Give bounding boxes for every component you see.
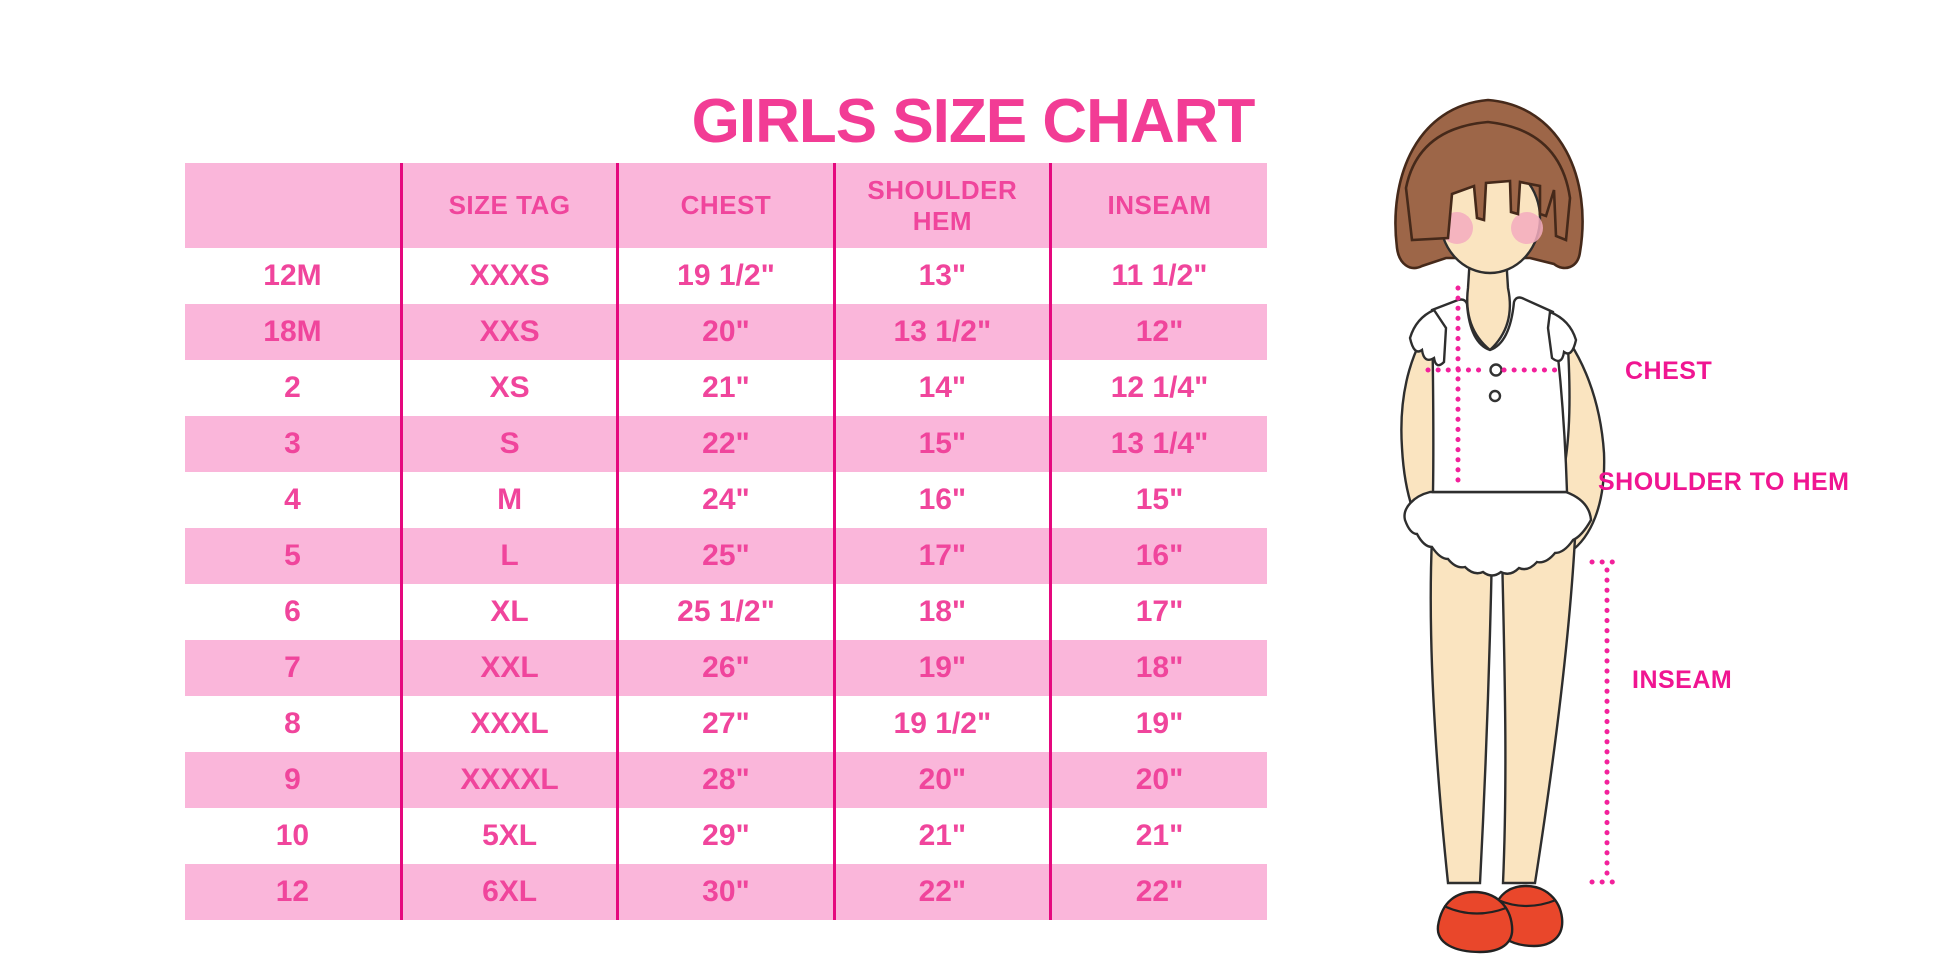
table-cell: S bbox=[399, 416, 618, 472]
table-cell: 5XL bbox=[399, 808, 618, 864]
right-leg bbox=[1500, 536, 1577, 885]
bangs bbox=[1404, 120, 1572, 242]
table-cell: 9 bbox=[185, 752, 402, 808]
table-cell: 21" bbox=[832, 808, 1051, 864]
table-row: 2 XS 21" 14" 12 1/4" bbox=[185, 360, 1267, 416]
table-cell: 13" bbox=[832, 248, 1051, 304]
table-row: 7 XXL 26" 19" 18" bbox=[185, 640, 1267, 696]
table-cell: 16" bbox=[1049, 528, 1267, 584]
table-cell: 24" bbox=[616, 472, 835, 528]
table-row: 3 S 22" 15" 13 1/4" bbox=[185, 416, 1267, 472]
table-row: 4 M 24" 16" 15" bbox=[185, 472, 1267, 528]
table-cell: 5 bbox=[185, 528, 402, 584]
right-shoulder-ruffle bbox=[1546, 310, 1578, 363]
table-cell: 3 bbox=[185, 416, 402, 472]
table-cell: 13 1/2" bbox=[832, 304, 1051, 360]
table-cell: 4 bbox=[185, 472, 402, 528]
table-cell: 29" bbox=[616, 808, 835, 864]
table-cell: 20" bbox=[616, 304, 835, 360]
table-cell: XL bbox=[399, 584, 618, 640]
table-cell: 18" bbox=[832, 584, 1051, 640]
table-cell: 12M bbox=[185, 248, 402, 304]
table-cell: 14" bbox=[832, 360, 1051, 416]
table-cell: 20" bbox=[832, 752, 1051, 808]
header-cell-chest: CHEST bbox=[616, 163, 835, 248]
table-cell: 13 1/4" bbox=[1049, 416, 1267, 472]
header-cell-inseam: INSEAM bbox=[1049, 163, 1267, 248]
table-row: 8 XXXL 27" 19 1/2" 19" bbox=[185, 696, 1267, 752]
table-cell: 22" bbox=[616, 416, 835, 472]
table-cell: XXS bbox=[399, 304, 618, 360]
table-cell: 28" bbox=[616, 752, 835, 808]
table-cell: 30" bbox=[616, 864, 835, 920]
left-shoulder-ruffle bbox=[1408, 308, 1448, 367]
table-cell: M bbox=[399, 472, 618, 528]
table-cell: 6 bbox=[185, 584, 402, 640]
table-cell: XS bbox=[399, 360, 618, 416]
table-cell: 21" bbox=[616, 360, 835, 416]
table-cell: 6XL bbox=[399, 864, 618, 920]
table-cell: 7 bbox=[185, 640, 402, 696]
inseam-label: INSEAM bbox=[1632, 666, 1733, 694]
table-cell: XXL bbox=[399, 640, 618, 696]
table-cell: 15" bbox=[1049, 472, 1267, 528]
table-cell: 25 1/2" bbox=[616, 584, 835, 640]
table-cell: 11 1/2" bbox=[1049, 248, 1267, 304]
table-cell: 12 1/4" bbox=[1049, 360, 1267, 416]
shoulder-to-hem-label: SHOULDER TO HEM bbox=[1598, 468, 1850, 496]
table-row: 9 XXXXL 28" 20" 20" bbox=[185, 752, 1267, 808]
table-cell: 20" bbox=[1049, 752, 1267, 808]
table-cell: 25" bbox=[616, 528, 835, 584]
table-body: 12M XXXS 19 1/2" 13" 11 1/2" 18M XXS 20" 13 1/2"… bbox=[185, 248, 1267, 920]
button-top bbox=[1489, 363, 1503, 377]
page-title: GIRLS SIZE CHART bbox=[691, 86, 1256, 156]
table-cell: 8 bbox=[185, 696, 402, 752]
table-cell: 22" bbox=[832, 864, 1051, 920]
table-cell: 18M bbox=[185, 304, 402, 360]
table-cell: 12 bbox=[185, 864, 402, 920]
table-cell: 17" bbox=[832, 528, 1051, 584]
girl-illustration bbox=[1394, 98, 1623, 954]
table-cell: 19 1/2" bbox=[616, 248, 835, 304]
header-cell-shoulder-hem: SHOULDER HEM bbox=[832, 163, 1051, 248]
left-shoe bbox=[1436, 890, 1514, 954]
table-cell: 26" bbox=[616, 640, 835, 696]
table-cell: 19" bbox=[832, 640, 1051, 696]
left-leg bbox=[1429, 536, 1494, 885]
header-row: SIZE TAG CHEST SHOULDER HEM INSEAM bbox=[185, 163, 1267, 248]
table-cell: 10 bbox=[185, 808, 402, 864]
right-shoe-strap bbox=[1497, 898, 1557, 908]
table-cell: 12" bbox=[1049, 304, 1267, 360]
left-shoe-strap bbox=[1443, 905, 1507, 915]
skirt bbox=[1403, 490, 1593, 577]
table-cell: XXXS bbox=[399, 248, 618, 304]
button-bottom bbox=[1488, 389, 1502, 403]
header-cell-size bbox=[185, 163, 402, 248]
table-cell: 15" bbox=[832, 416, 1051, 472]
table-cell: 18" bbox=[1049, 640, 1267, 696]
table-cell: 19" bbox=[1049, 696, 1267, 752]
table-cell: XXXL bbox=[399, 696, 618, 752]
chest-label: CHEST bbox=[1625, 357, 1713, 385]
table-cell: 27" bbox=[616, 696, 835, 752]
right-blush bbox=[1511, 212, 1543, 244]
table-cell: 2 bbox=[185, 360, 402, 416]
table-row: 12 6XL 30" 22" 22" bbox=[185, 864, 1267, 920]
size-chart-table: SIZE TAG CHEST SHOULDER HEM INSEAM 12M XX… bbox=[185, 163, 1267, 920]
table-cell: L bbox=[399, 528, 618, 584]
table-row: 10 5XL 29" 21" 21" bbox=[185, 808, 1267, 864]
table-cell: 22" bbox=[1049, 864, 1267, 920]
table-header: SIZE TAG CHEST SHOULDER HEM INSEAM bbox=[185, 163, 1267, 248]
table-cell: 16" bbox=[832, 472, 1051, 528]
table-cell: XXXXL bbox=[399, 752, 618, 808]
table-cell: 19 1/2" bbox=[832, 696, 1051, 752]
table-cell: 17" bbox=[1049, 584, 1267, 640]
table-row: 18M XXS 20" 13 1/2" 12" bbox=[185, 304, 1267, 360]
table-row: 12M XXXS 19 1/2" 13" 11 1/2" bbox=[185, 248, 1267, 304]
header-cell-size-tag: SIZE TAG bbox=[399, 163, 618, 248]
table-row: 6 XL 25 1/2" 18" 17" bbox=[185, 584, 1267, 640]
table-row: 5 L 25" 17" 16" bbox=[185, 528, 1267, 584]
table-cell: 21" bbox=[1049, 808, 1267, 864]
